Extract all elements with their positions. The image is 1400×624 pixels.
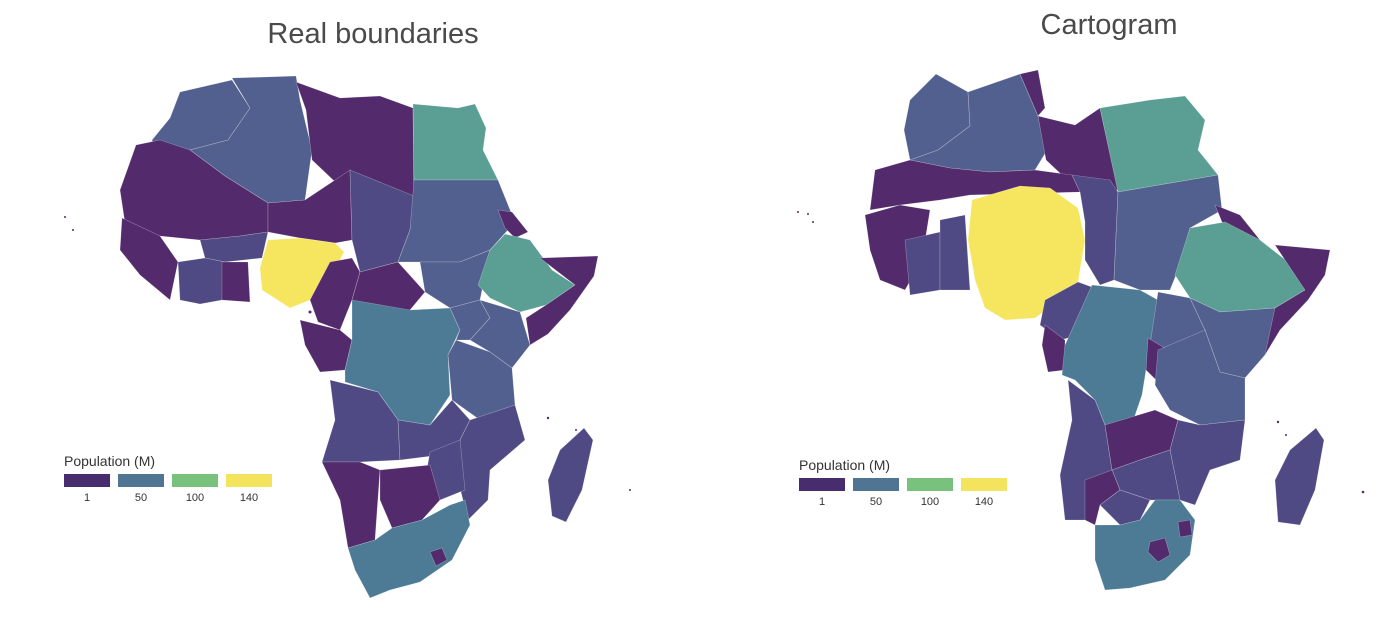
cartogram-panel: Cartogram [700, 0, 1400, 624]
cartogram-legend: Population (M) 1 50 100 140 [799, 457, 1007, 508]
cartogram-map [797, 69, 1365, 591]
region-gabon-congo [299, 319, 353, 373]
region-angola [321, 379, 401, 463]
legend-swatch-140 [226, 474, 272, 487]
legend-swatch-50-cartogram [853, 478, 899, 491]
real-boundaries-map [64, 75, 631, 599]
legend-swatch-140-cartogram [961, 478, 1007, 491]
region-somalia [525, 255, 599, 346]
legend-label-100-cartogram: 100 [920, 496, 940, 508]
region-somalia-c [1259, 244, 1331, 356]
region-eswatini-c [1177, 519, 1193, 538]
legend-swatch-100-cartogram [907, 478, 953, 491]
region-ghana [221, 261, 251, 303]
legend-label-1: 1 [83, 492, 91, 504]
region-egypt-c [1099, 95, 1219, 193]
region-ivory-coast [177, 257, 226, 305]
region-west-coast [119, 217, 179, 301]
region-tunisia-c [1019, 69, 1046, 117]
legend-label-50-cartogram: 50 [869, 496, 883, 508]
region-madagascar-c [1274, 427, 1325, 526]
region-egypt [412, 103, 499, 181]
legend-swatch-50 [118, 474, 164, 487]
region-botswana-c [1099, 489, 1151, 526]
real-boundaries-legend: Population (M) 1 50 100 140 [64, 453, 272, 504]
region-madagascar [547, 427, 594, 523]
real-boundaries-title: Real boundaries [267, 18, 479, 50]
legend-label-50: 50 [134, 492, 148, 504]
legend-title: Population (M) [64, 453, 156, 469]
legend-swatch-1-cartogram [799, 478, 845, 491]
legend-label-100: 100 [185, 492, 205, 504]
region-malawi-c [1169, 419, 1246, 506]
region-ethiopia [477, 233, 576, 313]
region-niger [267, 169, 353, 244]
cartogram-title: Cartogram [1040, 9, 1178, 41]
region-cameroon [309, 257, 361, 331]
legend-label-140-cartogram: 140 [974, 496, 994, 508]
legend-label-1-cartogram: 1 [818, 496, 826, 508]
real-boundaries-panel: Real boundaries [64, 18, 631, 599]
legend-swatch-1 [64, 474, 110, 487]
region-south-africa-c [1094, 499, 1196, 591]
region-ghana-c [939, 214, 971, 291]
legend-label-140: 140 [239, 492, 259, 504]
legend-swatch-100 [172, 474, 218, 487]
region-gabon-c [1041, 324, 1066, 373]
region-ethiopia-c [1174, 221, 1306, 313]
region-ivory-coast-c [904, 231, 941, 296]
region-eritrea [497, 209, 529, 239]
region-lesotho [429, 547, 448, 567]
region-south-africa [347, 499, 471, 599]
region-lesotho-c [1147, 537, 1171, 563]
region-namibia [321, 461, 381, 549]
legend-title-cartogram: Population (M) [799, 457, 891, 473]
region-chad-c [1071, 174, 1119, 286]
